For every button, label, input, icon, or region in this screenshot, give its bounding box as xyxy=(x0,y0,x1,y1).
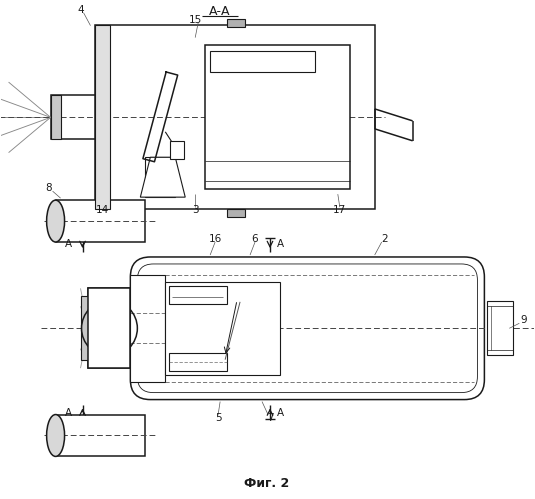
Bar xyxy=(51,95,95,139)
Text: 15: 15 xyxy=(188,14,202,24)
FancyBboxPatch shape xyxy=(137,264,477,393)
Bar xyxy=(88,288,131,368)
Text: 5: 5 xyxy=(215,413,221,423)
Bar xyxy=(81,296,88,360)
Text: 3: 3 xyxy=(192,205,198,215)
Text: А: А xyxy=(65,408,73,418)
Text: 17: 17 xyxy=(333,205,347,215)
Bar xyxy=(169,353,227,371)
Bar xyxy=(170,141,184,159)
Bar xyxy=(169,286,227,304)
Text: А-А: А-А xyxy=(209,5,231,18)
Bar xyxy=(56,200,146,242)
Text: Фиг. 2: Фиг. 2 xyxy=(244,477,289,490)
Bar xyxy=(131,275,165,382)
Text: А: А xyxy=(65,239,73,249)
Text: 14: 14 xyxy=(96,205,109,215)
Text: 6: 6 xyxy=(252,234,258,244)
Bar xyxy=(227,209,245,217)
Bar xyxy=(210,50,315,72)
Bar xyxy=(95,24,374,209)
Bar xyxy=(227,18,245,26)
Bar xyxy=(56,415,146,457)
Text: А: А xyxy=(277,239,284,249)
Text: 9: 9 xyxy=(520,315,526,325)
Text: 2: 2 xyxy=(381,234,388,244)
Polygon shape xyxy=(140,157,185,197)
Text: 4: 4 xyxy=(77,4,84,14)
Text: А: А xyxy=(277,408,284,418)
Ellipse shape xyxy=(47,200,65,242)
Bar xyxy=(88,288,131,368)
Bar xyxy=(487,301,513,355)
Bar xyxy=(146,157,175,197)
Ellipse shape xyxy=(47,415,65,457)
Text: 8: 8 xyxy=(45,183,52,193)
Bar xyxy=(205,44,350,189)
Bar xyxy=(95,24,110,209)
FancyBboxPatch shape xyxy=(131,257,484,400)
Bar xyxy=(165,282,280,375)
Text: 7: 7 xyxy=(266,413,273,423)
Text: 16: 16 xyxy=(209,234,222,244)
Bar xyxy=(51,95,60,139)
